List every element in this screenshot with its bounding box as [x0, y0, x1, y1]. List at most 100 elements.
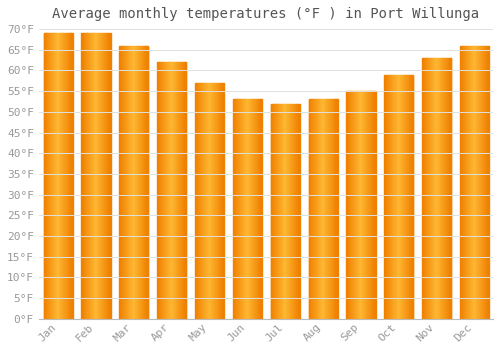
- Bar: [441, 58, 442, 319]
- Bar: [323, 99, 324, 319]
- Bar: [401, 75, 402, 319]
- Bar: [235, 99, 236, 319]
- Bar: [208, 83, 209, 319]
- Bar: [330, 99, 331, 319]
- Bar: [217, 83, 218, 319]
- Bar: [368, 91, 369, 319]
- Bar: [278, 104, 280, 319]
- Bar: [213, 83, 214, 319]
- Bar: [48, 33, 50, 319]
- Bar: [424, 58, 425, 319]
- Bar: [128, 46, 130, 319]
- Bar: [431, 58, 432, 319]
- Bar: [47, 33, 48, 319]
- Bar: [46, 33, 47, 319]
- Bar: [285, 104, 286, 319]
- Bar: [204, 83, 205, 319]
- Bar: [123, 46, 124, 319]
- Bar: [252, 99, 253, 319]
- Bar: [50, 33, 51, 319]
- Bar: [205, 83, 206, 319]
- Bar: [64, 33, 66, 319]
- Bar: [400, 75, 401, 319]
- Bar: [284, 104, 286, 319]
- Title: Average monthly temperatures (°F ) in Port Willunga: Average monthly temperatures (°F ) in Po…: [52, 7, 480, 21]
- Bar: [347, 91, 348, 319]
- Bar: [465, 46, 466, 319]
- Bar: [312, 99, 313, 319]
- Bar: [324, 99, 326, 319]
- Bar: [53, 33, 54, 319]
- Bar: [164, 62, 165, 319]
- Bar: [134, 46, 136, 319]
- Bar: [86, 33, 88, 319]
- Bar: [70, 33, 72, 319]
- Bar: [290, 104, 291, 319]
- Bar: [430, 58, 431, 319]
- Bar: [427, 58, 428, 319]
- Bar: [171, 62, 172, 319]
- Bar: [366, 91, 367, 319]
- Bar: [293, 104, 294, 319]
- Bar: [96, 33, 98, 319]
- Bar: [119, 46, 120, 319]
- Bar: [362, 91, 363, 319]
- Bar: [286, 104, 288, 319]
- Bar: [54, 33, 55, 319]
- Bar: [88, 33, 90, 319]
- Bar: [258, 99, 259, 319]
- Bar: [146, 46, 147, 319]
- Bar: [257, 99, 258, 319]
- Bar: [51, 33, 52, 319]
- Bar: [473, 46, 474, 319]
- Bar: [334, 99, 336, 319]
- Bar: [423, 58, 424, 319]
- Bar: [393, 75, 394, 319]
- Bar: [139, 46, 140, 319]
- Bar: [447, 58, 448, 319]
- Bar: [488, 46, 489, 319]
- Bar: [181, 62, 182, 319]
- Bar: [242, 99, 243, 319]
- Bar: [124, 46, 125, 319]
- Bar: [310, 99, 312, 319]
- Bar: [360, 91, 361, 319]
- Bar: [219, 83, 220, 319]
- Bar: [91, 33, 92, 319]
- Bar: [221, 83, 222, 319]
- Bar: [58, 33, 59, 319]
- Bar: [177, 62, 178, 319]
- Bar: [407, 75, 408, 319]
- Bar: [184, 62, 185, 319]
- Bar: [254, 99, 256, 319]
- Bar: [83, 33, 84, 319]
- Bar: [384, 75, 385, 319]
- Bar: [141, 46, 142, 319]
- Bar: [84, 33, 85, 319]
- Bar: [425, 58, 426, 319]
- Bar: [95, 33, 96, 319]
- Bar: [310, 99, 311, 319]
- Bar: [60, 33, 61, 319]
- Bar: [166, 62, 168, 319]
- Bar: [147, 46, 148, 319]
- Bar: [480, 46, 481, 319]
- Bar: [172, 62, 173, 319]
- Bar: [484, 46, 486, 319]
- Bar: [165, 62, 166, 319]
- Bar: [180, 62, 181, 319]
- Bar: [128, 46, 129, 319]
- Bar: [450, 58, 452, 319]
- Bar: [246, 99, 248, 319]
- Bar: [482, 46, 484, 319]
- Bar: [314, 99, 315, 319]
- Bar: [428, 58, 430, 319]
- Bar: [470, 46, 471, 319]
- Bar: [337, 99, 338, 319]
- Bar: [245, 99, 246, 319]
- Bar: [369, 91, 370, 319]
- Bar: [442, 58, 443, 319]
- Bar: [444, 58, 446, 319]
- Bar: [318, 99, 320, 319]
- Bar: [435, 58, 436, 319]
